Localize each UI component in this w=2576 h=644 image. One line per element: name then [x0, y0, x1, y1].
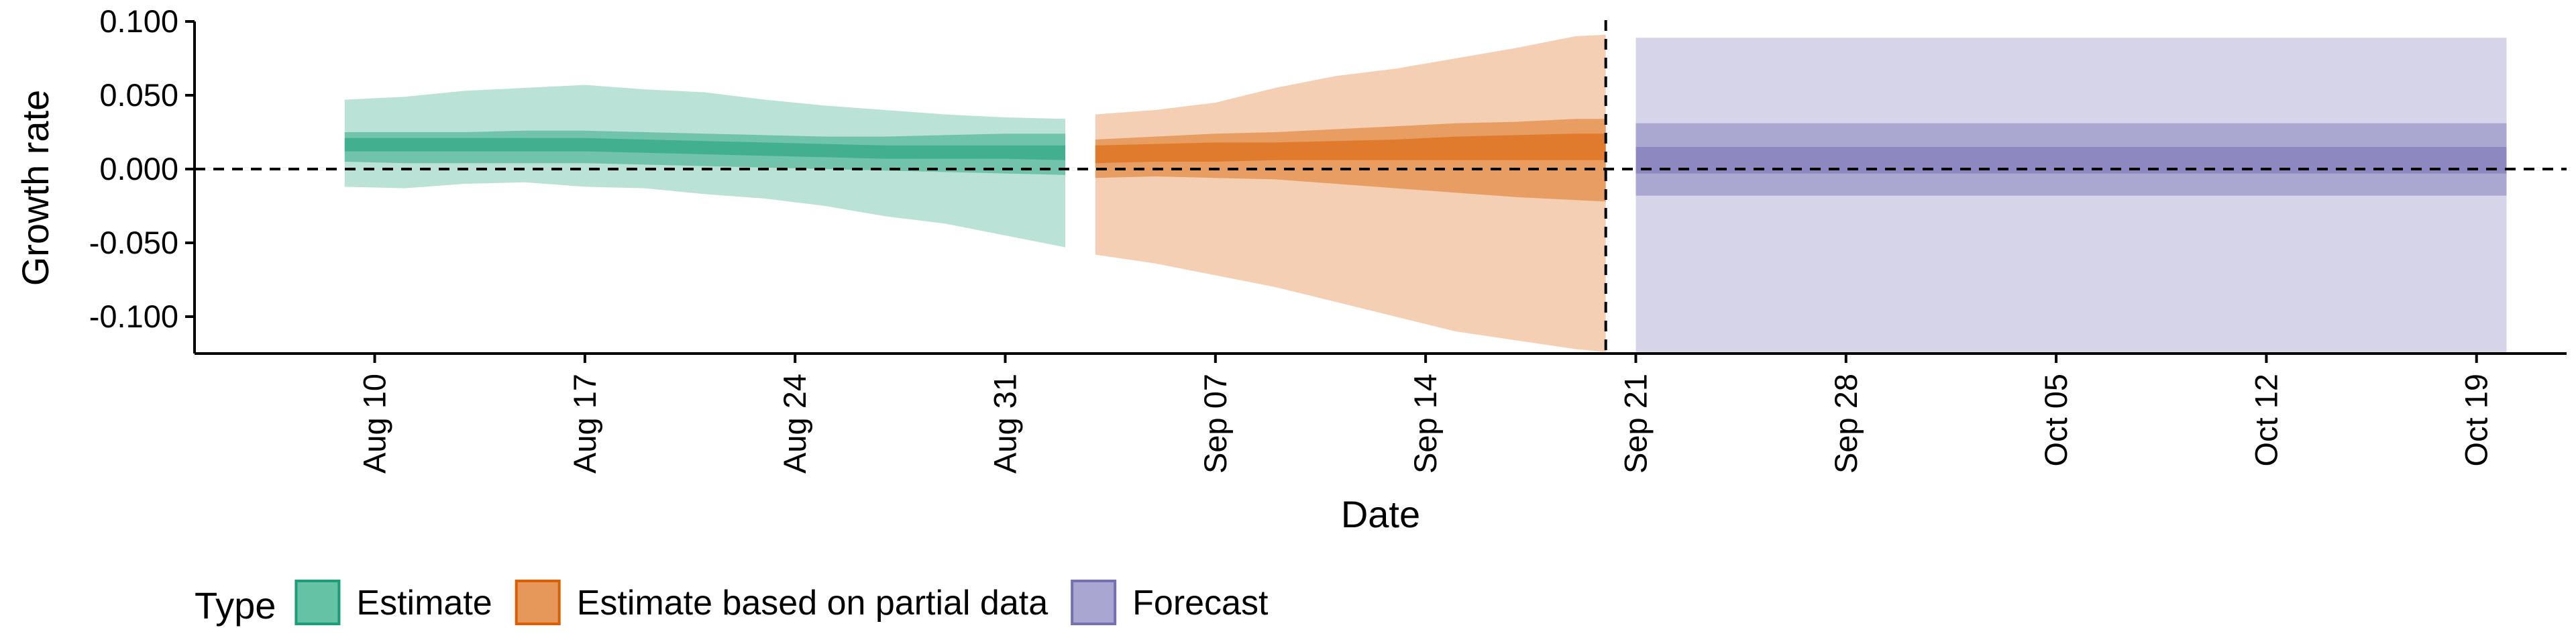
x-tick-label: Sep 28	[1828, 374, 1864, 474]
band-20-estimate-based-on-partial-data	[1095, 133, 1606, 164]
y-tick-label: 0.100	[99, 3, 178, 39]
band-90-forecast	[1635, 38, 2507, 352]
y-tick-label: -0.050	[89, 225, 178, 260]
y-tick-label: 0.050	[99, 77, 178, 113]
band-90-estimate-based-on-partial-data	[1095, 34, 1606, 352]
legend-label: Estimate based on partial data	[577, 584, 1049, 623]
legend-item-estimate-based-on-partial-data: Estimate based on partial data	[515, 580, 1049, 625]
x-tick-label: Sep 07	[1197, 374, 1233, 474]
series-forecast	[1635, 38, 2507, 352]
legend-item-forecast: Forecast	[1071, 580, 1269, 625]
legend-swatch	[294, 580, 341, 625]
x-tick-label: Aug 10	[357, 374, 392, 474]
series-bands	[344, 34, 2507, 352]
x-tick-label: Sep 21	[1618, 374, 1654, 474]
x-tick-label: Oct 12	[2248, 374, 2284, 466]
x-tick-label: Aug 24	[777, 374, 812, 474]
reference-lines	[195, 20, 2567, 354]
legend-item-estimate: Estimate	[294, 580, 492, 625]
x-tick-label: Oct 05	[2038, 374, 2074, 466]
legend-swatch	[1071, 580, 1117, 625]
legend-label: Estimate	[356, 584, 492, 623]
axes	[193, 21, 2567, 355]
x-tick-label: Oct 19	[2459, 374, 2494, 466]
legend: Type Estimate Estimate based on partial d…	[195, 580, 1269, 627]
band-20-estimate	[344, 138, 1065, 160]
x-tick-label: Aug 31	[987, 374, 1023, 474]
y-tick-label: -0.100	[89, 299, 178, 334]
series-estimate-based-on-partial-data	[1095, 34, 1606, 352]
legend-label: Forecast	[1132, 584, 1269, 623]
legend-swatch	[515, 580, 561, 625]
x-axis-title: Date	[1341, 493, 1420, 535]
legend-title: Type	[195, 584, 276, 627]
series-estimate	[344, 85, 1065, 248]
y-tick-label: 0.000	[99, 151, 178, 186]
band-20-forecast	[1635, 147, 2507, 174]
y-ticks: 0.100 0.050 0.000 -0.050 -0.100	[89, 3, 195, 334]
y-axis-title: Growth rate	[14, 90, 56, 286]
x-ticks: Aug 10 Aug 17 Aug 24 Aug 31 Sep 07 Sep 14 Sep …	[357, 354, 2494, 474]
x-tick-label: Sep 14	[1407, 374, 1443, 474]
x-tick-label: Aug 17	[567, 374, 602, 474]
band-90-estimate	[344, 85, 1065, 248]
